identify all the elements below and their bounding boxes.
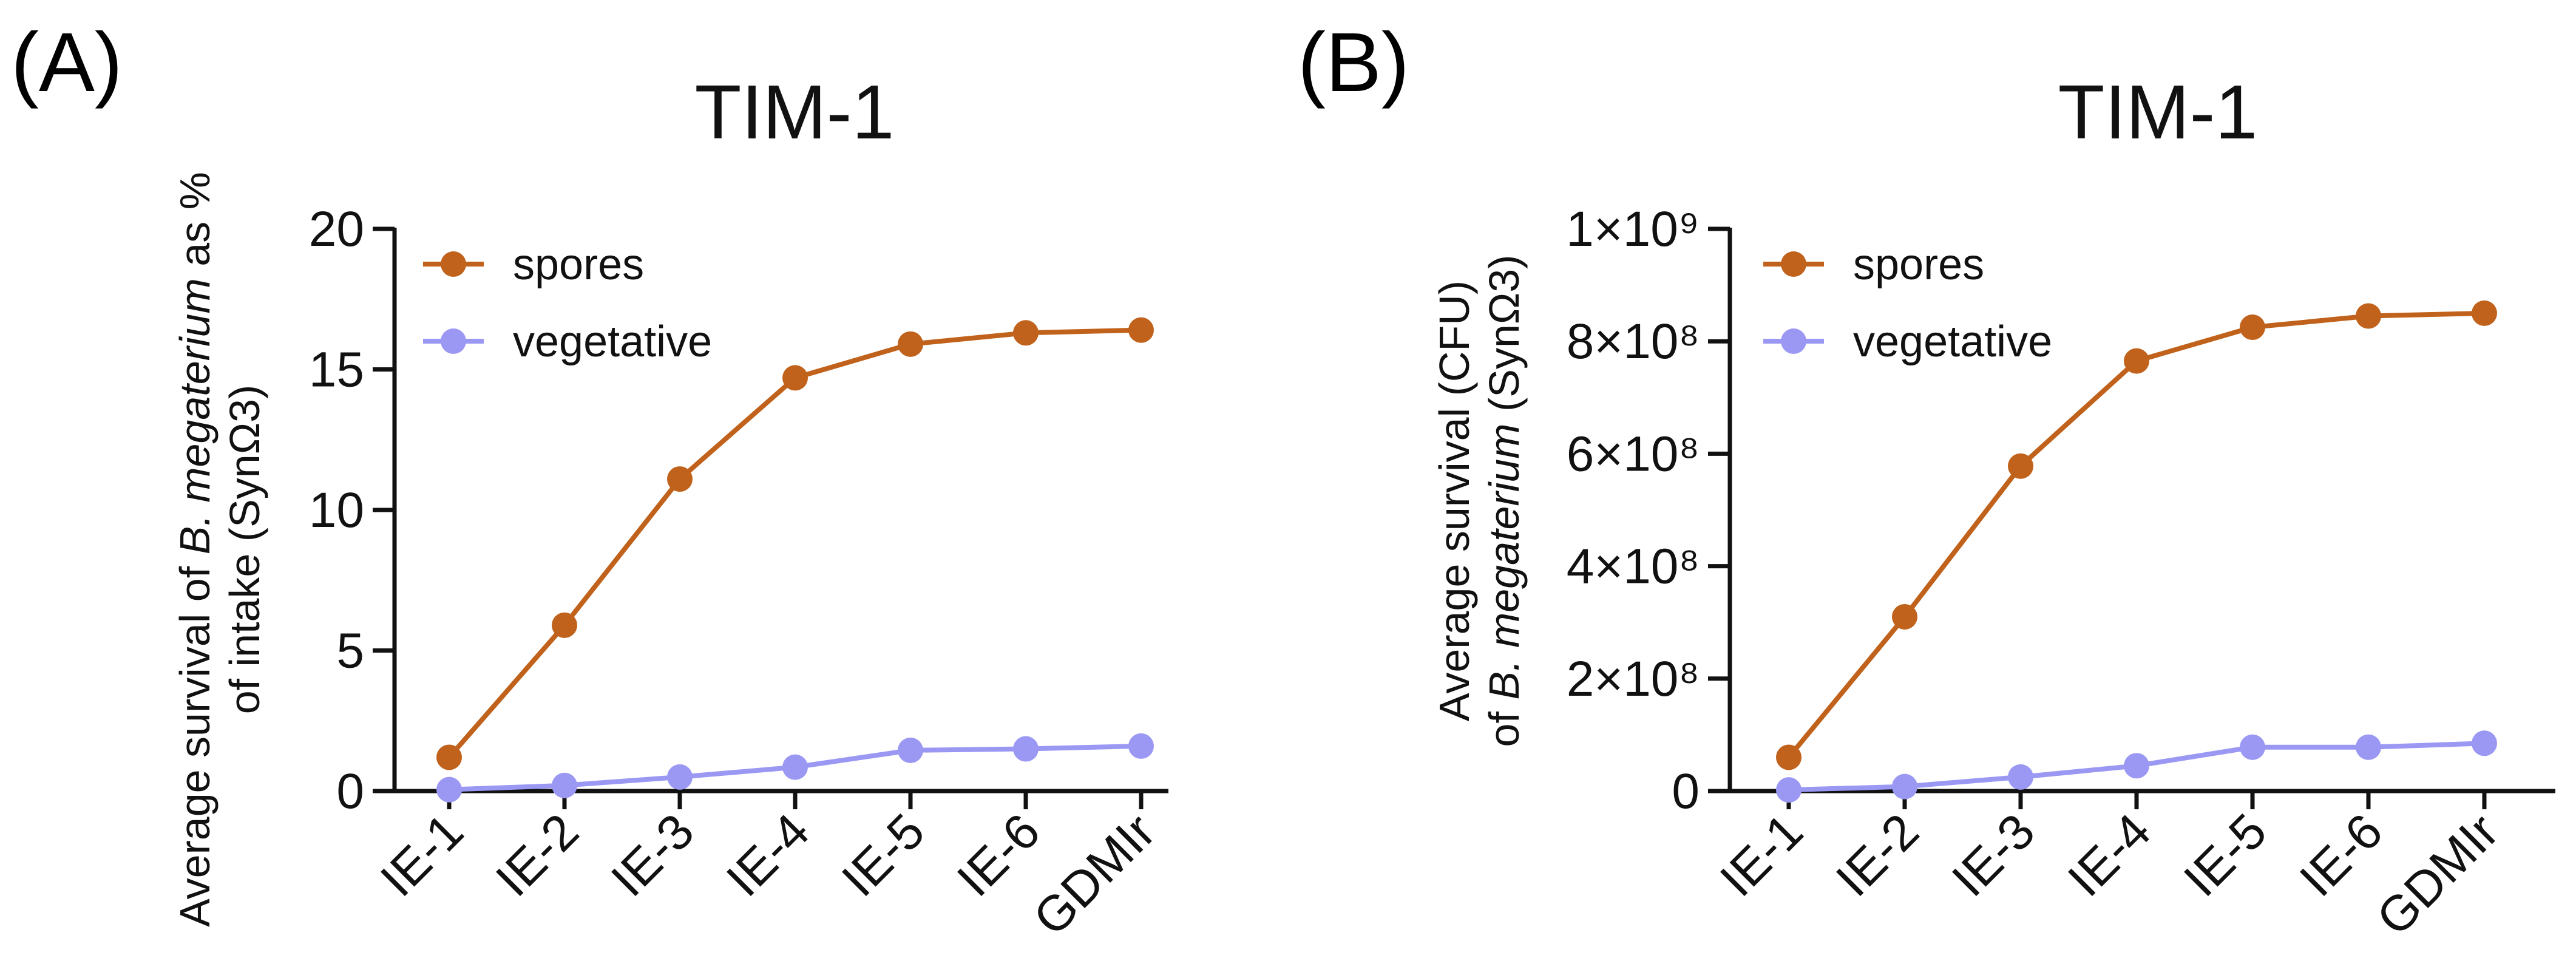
legend-marker-spores-a xyxy=(441,251,466,277)
y-tick-label-b: 1×10⁹ xyxy=(1566,202,1700,257)
legend-a: spores vegetative xyxy=(423,240,712,366)
data-point-vegetative-a xyxy=(436,776,462,803)
chart-title-b: TIM-1 xyxy=(2058,69,2258,155)
legend-b: spores vegetative xyxy=(1763,240,2052,366)
data-point-vegetative-b xyxy=(2008,764,2033,790)
legend-marker-spores-b xyxy=(1781,251,1806,277)
data-point-spores-b xyxy=(2124,348,2149,374)
x-tick-label-b: IE-6 xyxy=(2290,803,2393,907)
y-axis-label-b-line2: of B. megaterium (SynΩ3) xyxy=(1480,255,1528,747)
legend-marker-vegetative-a xyxy=(441,328,466,354)
data-point-vegetative-a xyxy=(1013,736,1039,762)
y-axis-label-a: Average survival of B. megaterium as % o… xyxy=(171,172,268,927)
data-point-spores-b xyxy=(2240,314,2265,341)
data-point-vegetative-b xyxy=(1892,773,1917,800)
x-tick-label-b: IE-4 xyxy=(2058,803,2161,907)
y-axis-label-a-line1: Average survival of B. megaterium as % xyxy=(171,172,219,927)
data-point-vegetative-a xyxy=(552,772,577,798)
data-point-spores-a xyxy=(1128,317,1154,343)
panel-b: (B) TIM-1 Average survival (CFU) of B. m… xyxy=(1298,16,2555,946)
y-tick-label-a: 20 xyxy=(309,202,364,257)
legend-label-vegetative-a: vegetative xyxy=(513,318,712,366)
x-tick-label-b: IE-3 xyxy=(1942,803,2046,907)
legend-marker-vegetative-b xyxy=(1781,328,1806,354)
chart-title-a: TIM-1 xyxy=(695,69,895,155)
data-point-spores-a xyxy=(552,612,577,638)
series-line-spores-a xyxy=(447,327,1142,759)
series-line-spores-b xyxy=(1786,310,2485,759)
data-point-vegetative-a xyxy=(782,754,808,780)
data-point-vegetative-b xyxy=(1776,777,1802,803)
y-tick-label-b: 6×10⁸ xyxy=(1567,426,1700,481)
y-tick-label-b: 0 xyxy=(1672,764,1700,819)
y-tick-label-a: 10 xyxy=(309,483,364,538)
data-point-spores-a xyxy=(667,466,693,492)
data-point-vegetative-b xyxy=(2472,730,2497,756)
panel-a: (A) TIM-1 Average survival of B. megater… xyxy=(11,16,1168,946)
series-layer-a xyxy=(436,317,1154,803)
data-point-vegetative-b xyxy=(2356,734,2381,760)
y-tick-label-b: 4×10⁸ xyxy=(1567,539,1700,594)
y-axis-label-a-line2: of intake (SynΩ3) xyxy=(221,385,268,715)
data-point-vegetative-a xyxy=(1128,733,1154,759)
legend-label-spores-b: spores xyxy=(1853,240,1984,289)
y-tick-label-a: 0 xyxy=(336,764,364,819)
x-tick-label-a: IE-6 xyxy=(947,803,1051,907)
data-point-vegetative-a xyxy=(898,737,923,763)
y-axis-label-b: Average survival (CFU) of B. megaterium … xyxy=(1431,255,1528,747)
data-point-spores-a xyxy=(782,365,808,391)
y-tick-label-b: 8×10⁸ xyxy=(1567,314,1700,369)
x-tick-label-a: IE-1 xyxy=(370,803,474,907)
x-tick-label-a: IE-5 xyxy=(832,803,935,907)
x-tick-label-b: IE-5 xyxy=(2174,803,2277,907)
data-point-spores-b xyxy=(2472,300,2497,326)
x-tick-label-a: GDMIr xyxy=(1023,803,1166,946)
data-point-vegetative-a xyxy=(667,764,693,790)
x-tick-label-b: IE-2 xyxy=(1826,803,1930,907)
data-point-vegetative-b xyxy=(2240,734,2265,760)
series-layer-b xyxy=(1776,300,2497,803)
x-tick-label-a: IE-3 xyxy=(601,803,705,907)
data-point-spores-b xyxy=(1776,744,1802,770)
data-point-spores-a xyxy=(436,744,462,770)
panel-label-a: (A) xyxy=(11,16,123,109)
data-point-spores-b xyxy=(1892,603,1917,630)
legend-label-vegetative-b: vegetative xyxy=(1853,318,2052,366)
data-point-vegetative-b xyxy=(2124,753,2149,779)
y-axis-label-b-line1: Average survival (CFU) xyxy=(1431,280,1478,721)
x-tick-label-a: IE-2 xyxy=(486,803,589,907)
data-point-spores-a xyxy=(898,331,923,357)
y-tick-label-b: 2×10⁸ xyxy=(1567,651,1700,707)
data-point-spores-b xyxy=(2008,453,2033,479)
x-tick-label-b: IE-1 xyxy=(1710,803,1814,907)
panel-label-b: (B) xyxy=(1298,16,1409,109)
legend-label-spores-a: spores xyxy=(513,240,644,289)
y-tick-label-a: 5 xyxy=(336,623,364,679)
y-tick-label-a: 15 xyxy=(309,342,364,398)
data-point-spores-b xyxy=(2356,303,2381,329)
x-tick-label-a: IE-4 xyxy=(716,803,820,907)
data-point-spores-a xyxy=(1013,320,1039,346)
x-tick-label-b: GDMIr xyxy=(2367,803,2509,946)
